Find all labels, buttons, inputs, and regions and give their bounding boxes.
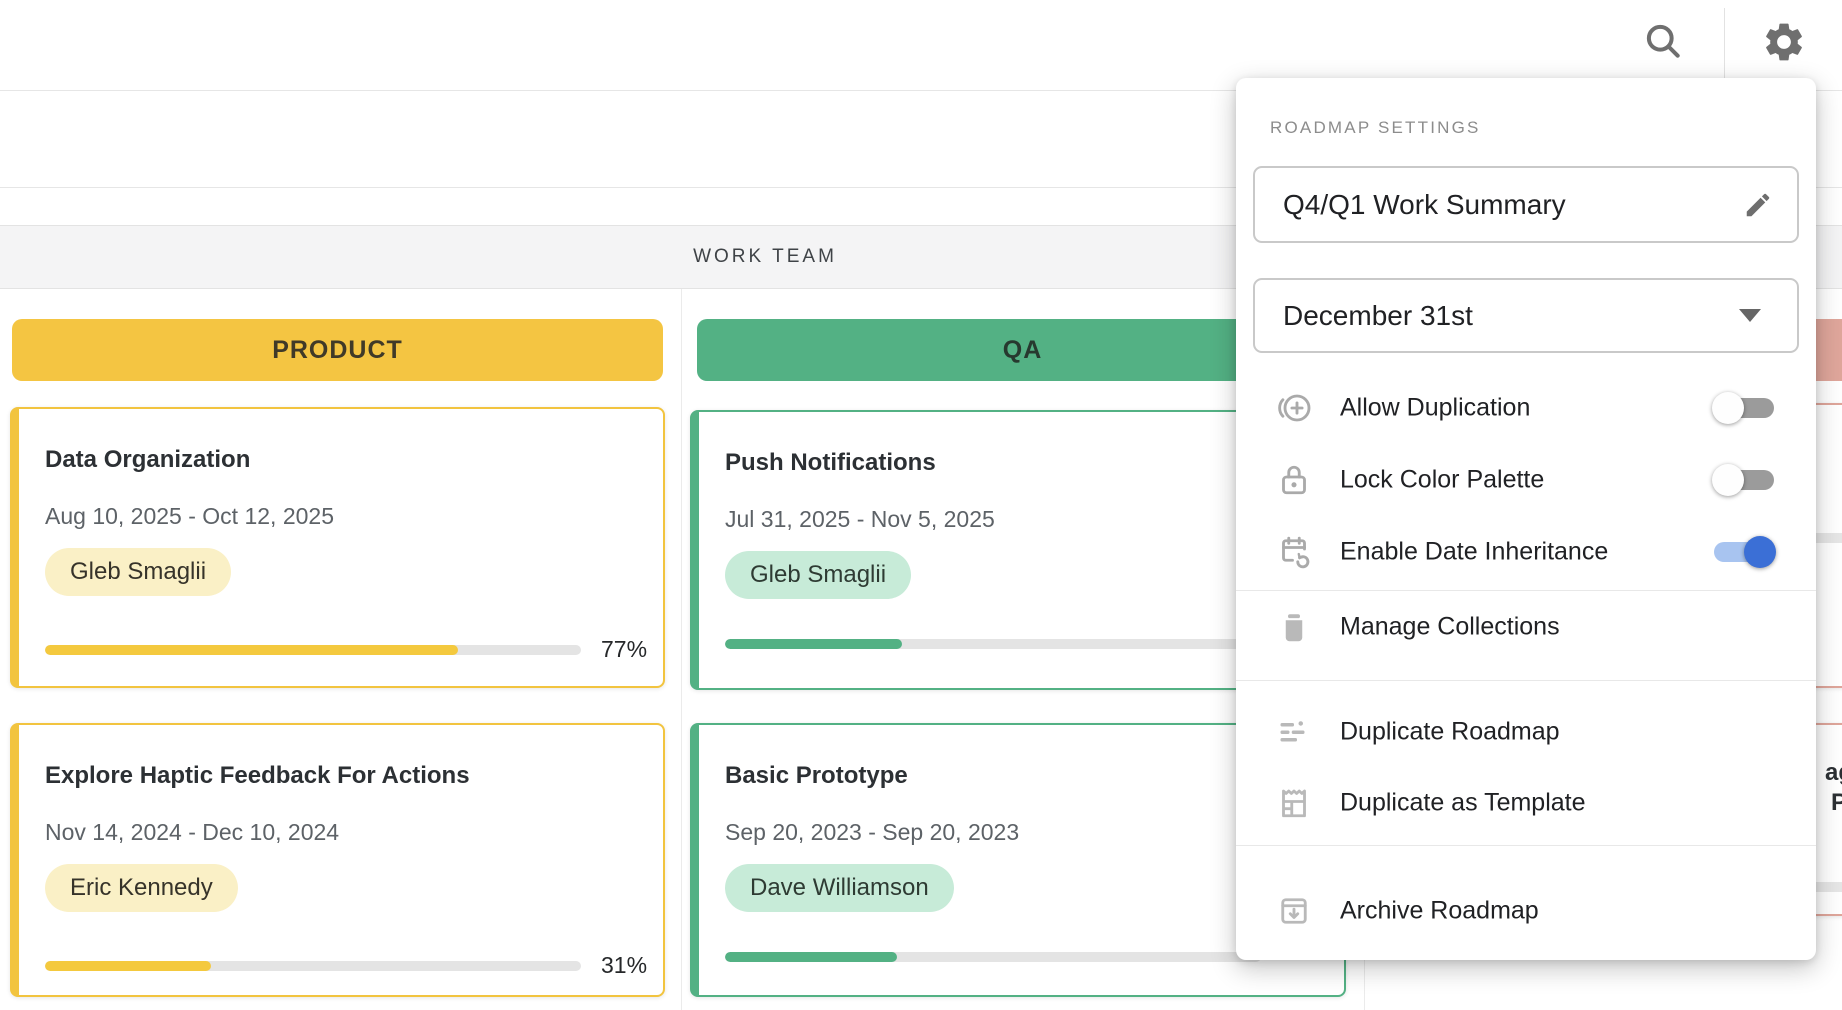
task-title: Basic Prototype	[725, 762, 908, 789]
edit-pencil-icon[interactable]	[1743, 190, 1773, 220]
toggle-label: Lock Color Palette	[1340, 465, 1545, 494]
roadmap-name-field[interactable]: Q4/Q1 Work Summary	[1253, 166, 1799, 243]
progress-fill	[45, 960, 212, 971]
toolbar-divider	[1724, 8, 1725, 91]
search-icon	[1641, 19, 1685, 63]
toggle-row-enable-date-inheritance[interactable]: Enable Date Inheritance	[1236, 516, 1816, 588]
task-title: Data Organization	[45, 446, 251, 473]
calendar-sync-icon	[1276, 534, 1312, 570]
toggle-knob	[1712, 392, 1744, 424]
progress-track	[45, 644, 581, 655]
progress-track	[725, 639, 1261, 649]
template-receipt-icon	[1276, 785, 1312, 821]
progress-fill	[45, 644, 458, 655]
progress-track	[725, 952, 1261, 962]
task-card[interactable]: Data Organization Aug 10, 2025 - Oct 12,…	[10, 407, 665, 688]
progress-row	[725, 639, 1314, 649]
toggle-label: Allow Duplication	[1340, 393, 1531, 422]
column-divider	[681, 289, 682, 1010]
assignee-chip[interactable]: Dave Williamson	[725, 864, 954, 912]
menu-item-archive-roadmap[interactable]: Archive Roadmap	[1236, 875, 1816, 947]
progress-fill	[725, 639, 902, 649]
progress-row: 31%	[45, 952, 647, 979]
assignee-chip[interactable]: Eric Kennedy	[45, 864, 238, 912]
duplicate-circle-icon	[1276, 390, 1312, 426]
progress-row	[725, 952, 1314, 962]
task-title-fragment: P	[1831, 789, 1842, 816]
task-dates: Aug 10, 2025 - Oct 12, 2025	[45, 503, 334, 529]
gear-icon	[1761, 19, 1807, 65]
toggle-row-allow-duplication[interactable]: Allow Duplication	[1236, 372, 1816, 444]
search-button[interactable]	[1638, 16, 1688, 66]
assignee-chip[interactable]: Gleb Smaglii	[45, 548, 232, 596]
lock-color-palette-toggle[interactable]	[1712, 464, 1774, 496]
assignee-chip[interactable]: Gleb Smaglii	[725, 551, 912, 599]
progress-track	[45, 960, 581, 971]
menu-item-duplicate-as-template[interactable]: Duplicate as Template	[1236, 767, 1816, 839]
enable-date-inheritance-toggle[interactable]	[1714, 536, 1776, 568]
lock-icon	[1276, 462, 1312, 498]
task-dates: Jul 31, 2025 - Nov 5, 2025	[725, 506, 995, 532]
list-lines-icon	[1276, 714, 1312, 750]
task-title-fragment: ag	[1825, 759, 1842, 786]
task-card[interactable]: Explore Haptic Feedback For Actions Nov …	[10, 723, 665, 997]
roadmap-date-value: December 31st	[1283, 299, 1473, 331]
task-title: Explore Haptic Feedback For Actions	[45, 762, 470, 789]
progress-fill	[725, 952, 897, 962]
collections-bin-icon	[1276, 609, 1312, 645]
task-title: Push Notifications	[725, 449, 936, 476]
toggle-label: Enable Date Inheritance	[1340, 537, 1609, 566]
panel-title: ROADMAP SETTINGS	[1270, 118, 1481, 137]
column-header-label: QA	[1002, 335, 1043, 364]
toggle-knob	[1744, 536, 1776, 568]
menu-item-label: Archive Roadmap	[1340, 896, 1539, 925]
toggle-row-lock-color-palette[interactable]: Lock Color Palette	[1236, 444, 1816, 516]
menu-item-duplicate-roadmap[interactable]: Duplicate Roadmap	[1236, 696, 1816, 768]
top-toolbar	[0, 0, 1842, 91]
chevron-down-icon	[1739, 309, 1761, 322]
column-header-label: PRODUCT	[272, 335, 403, 364]
toggle-knob	[1712, 464, 1744, 496]
menu-item-manage-collections[interactable]: Manage Collections	[1236, 591, 1816, 663]
task-dates: Nov 14, 2024 - Dec 10, 2024	[45, 819, 340, 845]
allow-duplication-toggle[interactable]	[1712, 392, 1774, 424]
roadmap-settings-panel: ROADMAP SETTINGS Q4/Q1 Work Summary Dece…	[1236, 78, 1816, 960]
roadmap-date-select[interactable]: December 31st	[1253, 278, 1799, 353]
menu-item-label: Duplicate as Template	[1340, 788, 1586, 817]
menu-item-label: Duplicate Roadmap	[1340, 717, 1560, 746]
group-header-label: WORK TEAM	[693, 246, 837, 267]
progress-row: 77%	[45, 636, 647, 663]
settings-button[interactable]	[1758, 16, 1810, 68]
archive-box-icon	[1276, 893, 1312, 929]
menu-item-label: Manage Collections	[1340, 612, 1560, 641]
column-header-product[interactable]: PRODUCT	[12, 319, 663, 381]
task-dates: Sep 20, 2023 - Sep 20, 2023	[725, 819, 1020, 845]
panel-divider	[1236, 680, 1816, 681]
progress-percent: 77%	[601, 636, 648, 662]
roadmap-name-value: Q4/Q1 Work Summary	[1283, 188, 1566, 220]
panel-divider	[1236, 590, 1816, 591]
progress-percent: 31%	[601, 952, 648, 978]
panel-divider	[1236, 845, 1816, 846]
